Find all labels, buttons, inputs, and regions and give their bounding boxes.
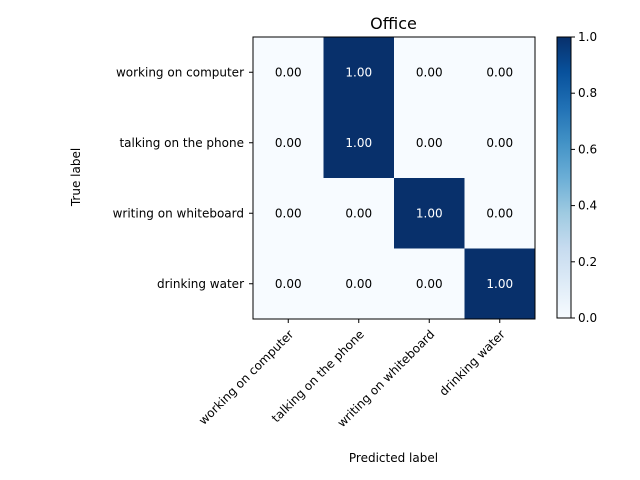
y-tick-label: drinking water: [157, 277, 244, 291]
cell-value-label: 0.00: [275, 277, 302, 291]
y-tick-label: writing on whiteboard: [113, 206, 244, 220]
heatmap-cell: [464, 248, 536, 320]
cell-value-label: 0.00: [416, 277, 443, 291]
colorbar-tick-label: 0.2: [578, 255, 597, 269]
heatmap-cell: [253, 107, 324, 179]
cell-value-label: 0.00: [416, 65, 443, 79]
colorbar-tick-label: 0.8: [578, 86, 597, 100]
cell-value-label: 0.00: [275, 136, 302, 150]
colorbar-tick-label: 1.0: [578, 30, 597, 44]
cell-value-label: 1.00: [416, 206, 443, 220]
colorbar-tick-label: 0.0: [578, 311, 597, 325]
cell-value-label: 0.00: [486, 65, 513, 79]
heatmap-cell: [394, 248, 465, 320]
chart-title: Office: [370, 14, 417, 33]
cell-value-label: 0.00: [486, 206, 513, 220]
colorbar-tick-label: 0.4: [578, 199, 597, 213]
heatmap-cell: [323, 37, 395, 108]
heatmap-cell: [323, 178, 395, 249]
cell-value-label: 1.00: [345, 65, 372, 79]
heatmap-frame: [252, 36, 536, 320]
heatmap-cell: [464, 107, 536, 179]
heatmap-cell: [253, 248, 324, 320]
heatmap-cell: [464, 178, 536, 249]
heatmap-cell: [394, 107, 465, 179]
heatmap-cell: [394, 178, 465, 249]
cell-value-label: 1.00: [345, 136, 372, 150]
cell-value-label: 0.00: [416, 136, 443, 150]
cell-value-label: 1.00: [486, 277, 513, 291]
cell-value-label: 0.00: [345, 206, 372, 220]
y-tick-label: talking on the phone: [119, 136, 244, 150]
y-axis-label: True label: [69, 148, 83, 207]
heatmap-cell: [253, 178, 324, 249]
colorbar: [556, 36, 572, 319]
cell-value-label: 0.00: [275, 206, 302, 220]
heatmap-cell: [253, 37, 324, 108]
cell-value-label: 0.00: [275, 65, 302, 79]
colorbar-tick-label: 0.6: [578, 142, 597, 156]
y-tick-label: working on computer: [116, 65, 244, 79]
heatmap-cell: [394, 37, 465, 108]
heatmap-cell: [464, 37, 536, 108]
cell-value-label: 0.00: [486, 136, 513, 150]
heatmap-cell: [323, 248, 395, 320]
heatmap-cell-labels: 0.00 1.00 0.00 0.00 0.00 1.00 0.00 0.00 0.00 0.00…: [275, 65, 513, 291]
x-axis-label: Predicted label: [349, 451, 438, 465]
heatmap-cells: [253, 37, 536, 320]
cell-value-label: 0.00: [345, 277, 372, 291]
colorbar-ticks: 0.0 0.2 0.4 0.6 0.8 1.0: [571, 30, 597, 325]
y-axis-ticks: working on computer talking on the phone w…: [113, 65, 253, 291]
heatmap-cell: [323, 107, 395, 179]
